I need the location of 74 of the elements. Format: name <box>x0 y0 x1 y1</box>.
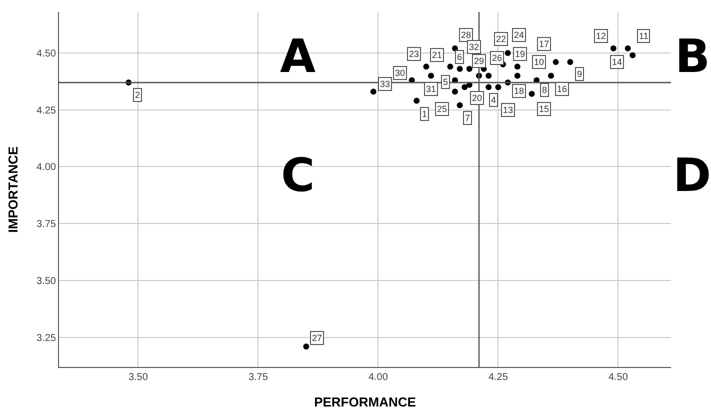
annotation: 10 <box>534 57 544 67</box>
text: B <box>675 29 710 83</box>
y-axis-title: IMPORTANCE <box>5 146 20 233</box>
y-tick-label: 3.75 <box>36 219 56 230</box>
annotation: 33 <box>380 79 390 89</box>
annotation: 26 <box>492 53 502 63</box>
annotation: 28 <box>461 30 472 40</box>
point <box>610 45 616 52</box>
x-axis-title: PERFORMANCE <box>314 394 416 410</box>
annotation: 17 <box>539 39 550 49</box>
annotation: 5 <box>443 77 448 87</box>
point <box>414 98 420 104</box>
annotation: 6 <box>457 52 462 62</box>
annotation: 9 <box>577 69 582 79</box>
point <box>504 50 511 56</box>
point <box>452 45 458 52</box>
y-tick-label: 4.25 <box>36 105 56 116</box>
annotation: 13 <box>503 105 514 115</box>
annotation: 2 <box>135 90 140 100</box>
annotation: 14 <box>612 57 622 67</box>
annotation: 23 <box>409 49 420 59</box>
annotation: 4 <box>491 95 496 105</box>
annotation: 15 <box>539 104 550 114</box>
point <box>528 90 535 97</box>
annotation: 18 <box>514 86 524 96</box>
point <box>630 52 636 58</box>
point <box>567 59 574 66</box>
y-tick-label: 4.50 <box>36 48 56 60</box>
point <box>370 88 376 95</box>
annotation: 8 <box>542 85 548 95</box>
x-tick-label: 4.25 <box>488 372 508 383</box>
point <box>462 84 468 90</box>
annotation: 29 <box>474 56 484 66</box>
annotation: 27 <box>312 333 322 343</box>
point <box>514 64 520 70</box>
x-tick-label: 4.50 <box>608 372 628 383</box>
annotation: 31 <box>426 84 436 94</box>
y-tick-label: 3.50 <box>36 276 56 288</box>
point <box>428 72 434 79</box>
point <box>624 45 631 52</box>
annotation: A <box>280 29 316 83</box>
annotation: C <box>281 148 315 202</box>
annotation: 24 <box>514 30 524 40</box>
point <box>303 344 310 350</box>
annotation: 11 <box>639 31 648 41</box>
annotation: 19 <box>515 49 526 59</box>
x-tick-label: 3.50 <box>128 372 148 383</box>
x-tick-label: 4.00 <box>368 372 388 383</box>
point <box>423 64 430 70</box>
point <box>495 84 502 90</box>
point <box>466 66 472 72</box>
point <box>548 72 554 79</box>
annotation: 16 <box>557 84 568 94</box>
point <box>447 64 454 70</box>
y-tick-label: 3.25 <box>36 332 56 344</box>
annotation: 12 <box>596 31 606 41</box>
point <box>552 59 559 66</box>
point <box>456 102 463 108</box>
point <box>452 88 458 95</box>
annotation: 20 <box>472 93 482 103</box>
annotation: 30 <box>395 68 406 78</box>
annotation: 22 <box>496 34 506 44</box>
point <box>486 84 492 90</box>
annotation: 21 <box>432 50 442 60</box>
text: D <box>673 148 711 202</box>
annotation: 7 <box>465 113 470 123</box>
point <box>486 72 492 79</box>
annotation: 32 <box>469 42 480 52</box>
point <box>514 72 520 79</box>
point <box>456 66 463 72</box>
x-tick-label: 3.75 <box>248 372 268 383</box>
annotation: 1 <box>422 109 428 119</box>
annotation: 25 <box>437 104 448 114</box>
y-tick-label: 4.00 <box>36 162 56 174</box>
